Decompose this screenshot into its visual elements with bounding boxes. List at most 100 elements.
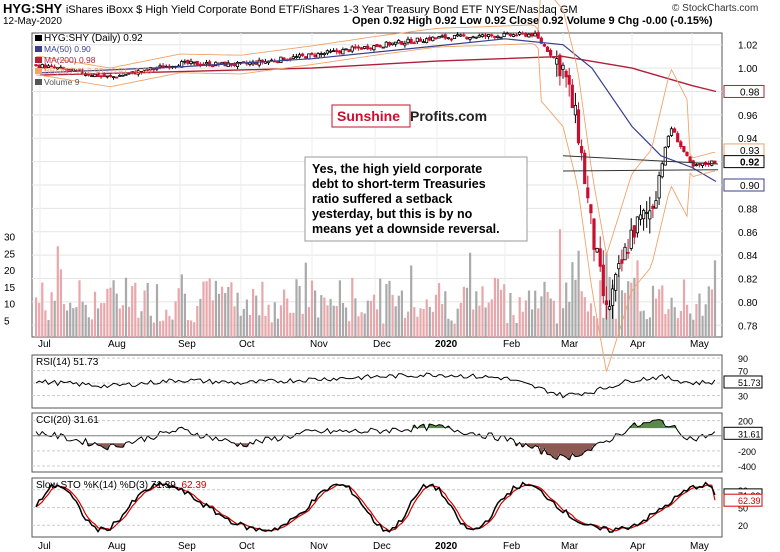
candle-up: [499, 36, 503, 39]
candle-down: [620, 259, 624, 264]
candle-down: [276, 61, 280, 64]
cci-last-tag: [723, 426, 763, 440]
volume-bar: [385, 283, 388, 337]
candle-up: [294, 56, 299, 58]
rsi-tick-label: 70: [738, 367, 748, 377]
candle-up: [158, 65, 162, 68]
volume-bar: [323, 297, 326, 337]
main-month-label: Apr: [630, 339, 646, 350]
volume-bar: [369, 300, 372, 337]
volume-bar: [518, 297, 521, 337]
candle-up: [220, 61, 224, 65]
volume-bar: [252, 288, 255, 337]
candle-down: [409, 38, 413, 44]
candle-down: [626, 251, 630, 254]
volume-bar: [131, 286, 134, 337]
candle-down: [211, 65, 215, 68]
volume-bar: [87, 317, 90, 337]
legend-bb: BB(20,2.0) 0.90 - 0.91 - 0.93: [44, 66, 152, 76]
candle-up: [437, 36, 441, 39]
volume-bar: [410, 265, 413, 337]
candle-down: [68, 68, 72, 71]
volume-bar: [186, 320, 190, 337]
volume-bar: [531, 309, 534, 337]
candle-down: [62, 67, 66, 70]
sto-panel: 20508071.3962.39: [32, 481, 763, 533]
volume-tick-label: 25: [4, 249, 16, 260]
price-tick-label: 0.80: [738, 298, 758, 309]
candle-down: [300, 53, 305, 56]
volume-bar: [317, 317, 320, 337]
volume-bar: [456, 308, 459, 337]
volume-bar: [304, 262, 307, 337]
candle-up: [344, 48, 348, 51]
candle-up: [477, 35, 481, 38]
candle-up: [235, 61, 240, 68]
volume-bar: [230, 282, 233, 337]
volume-bar: [357, 316, 360, 337]
candle-down: [387, 41, 392, 46]
volume-bar: [143, 290, 146, 337]
volume-bar: [673, 307, 676, 337]
candle-down: [378, 45, 382, 48]
candle-up: [390, 42, 395, 46]
volume-bar: [484, 307, 487, 337]
volume-bar: [438, 283, 441, 337]
volume-tick-label: 30: [4, 233, 16, 244]
sto-month-label: Aug: [108, 541, 126, 552]
candle-up: [105, 75, 109, 78]
volume-bar: [78, 280, 81, 337]
volume-bar: [655, 298, 658, 337]
bb-lower-line: [36, 43, 715, 372]
candle-up: [666, 135, 671, 147]
sto-d-tag-text: 62.39: [738, 496, 761, 506]
volume-tick-label: 20: [4, 266, 16, 277]
candle-up: [518, 32, 522, 35]
candle-up: [424, 38, 429, 44]
candle-up: [192, 61, 196, 64]
candle-up: [645, 212, 649, 214]
volume-bar: [202, 281, 205, 337]
volume-bar: [568, 301, 571, 337]
volume-bar: [602, 317, 605, 337]
volume-bar: [214, 280, 217, 337]
volume-bar: [53, 300, 56, 337]
volume-bar: [627, 281, 630, 337]
candle-down: [412, 42, 416, 44]
candle-down: [310, 52, 314, 55]
candle-up: [452, 34, 457, 39]
volume-bar: [137, 317, 140, 337]
candle-up: [59, 66, 63, 69]
candle-up: [341, 49, 345, 55]
candle-up: [561, 64, 565, 70]
candle-down: [37, 64, 41, 69]
candle-down: [586, 187, 590, 199]
candle-up: [189, 60, 193, 64]
candle-up: [121, 74, 125, 77]
volume-bar: [450, 320, 453, 337]
volume-bar: [682, 279, 686, 337]
candle-down: [347, 49, 351, 52]
volume-bar: [447, 318, 450, 337]
volume-bar: [93, 291, 97, 337]
volume-bar: [534, 290, 537, 337]
candle-down: [685, 151, 689, 156]
volume-bar: [524, 300, 527, 337]
candle-down: [99, 75, 103, 78]
volume-bar: [289, 312, 292, 337]
candle-down: [490, 34, 494, 37]
legend-bb-swatch: [35, 68, 42, 74]
volume-bar: [171, 319, 174, 337]
annotation-line: means yet a downside reversal.: [312, 222, 500, 236]
candle-up: [322, 53, 326, 56]
main-month-label: Aug: [108, 339, 126, 350]
candle-down: [536, 32, 540, 39]
annotation-line: yesterday, but this is by no: [312, 207, 473, 221]
price-tick-label: 1.00: [738, 64, 758, 75]
candle-up: [474, 36, 478, 39]
volume-bar: [310, 280, 314, 337]
volume-bar: [658, 289, 661, 337]
volume-bar: [506, 323, 509, 337]
main-month-label: Jul: [38, 339, 51, 350]
